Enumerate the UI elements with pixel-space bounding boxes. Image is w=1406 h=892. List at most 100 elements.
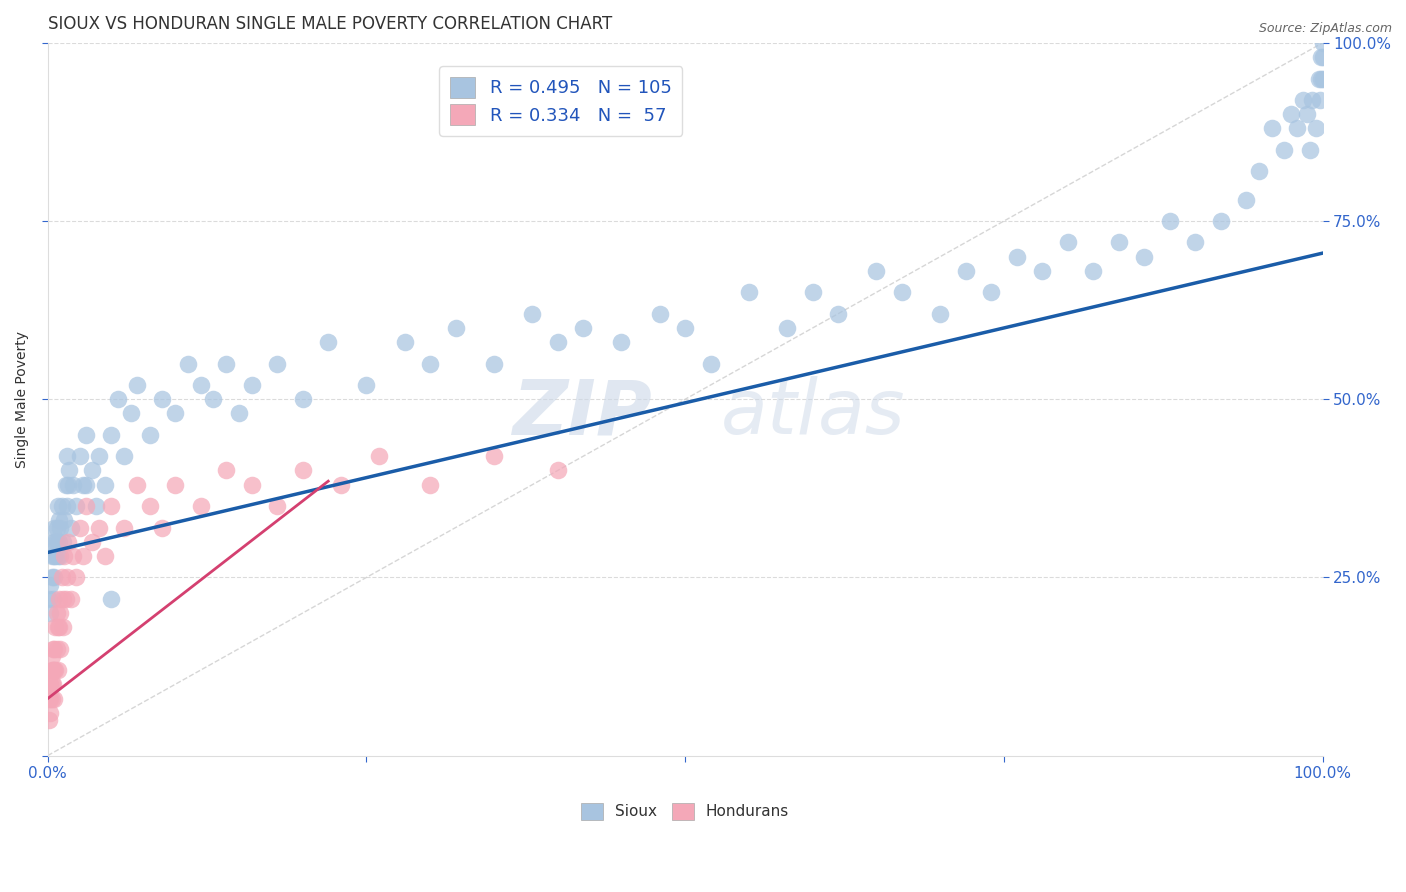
- Point: [48, 534, 70, 549]
- Point: [202, 392, 225, 407]
- Point: [51, 499, 73, 513]
- Point: [82, 534, 104, 549]
- Point: [42, 641, 65, 656]
- Point: [39, 706, 62, 720]
- Point: [46, 549, 69, 563]
- Point: [1309, 93, 1331, 107]
- Point: [38, 691, 60, 706]
- Point: [41, 648, 63, 663]
- Point: [419, 357, 441, 371]
- Point: [72, 477, 94, 491]
- Point: [48, 513, 70, 527]
- Point: [152, 392, 174, 407]
- Point: [49, 549, 72, 563]
- Point: [890, 285, 912, 300]
- Point: [929, 307, 952, 321]
- Point: [291, 463, 314, 477]
- Point: [41, 691, 63, 706]
- Point: [38, 713, 60, 727]
- Point: [1308, 71, 1330, 86]
- Point: [69, 520, 91, 534]
- Point: [240, 477, 263, 491]
- Point: [45, 534, 67, 549]
- Point: [572, 321, 595, 335]
- Point: [1299, 143, 1322, 157]
- Point: [1301, 93, 1323, 107]
- Point: [42, 691, 65, 706]
- Point: [482, 357, 505, 371]
- Point: [94, 549, 117, 563]
- Point: [1312, 36, 1334, 50]
- Point: [215, 357, 238, 371]
- Point: [330, 477, 353, 491]
- Point: [55, 591, 77, 606]
- Point: [100, 428, 122, 442]
- Point: [42, 641, 65, 656]
- Point: [699, 357, 721, 371]
- Point: [1305, 121, 1327, 136]
- Point: [316, 335, 339, 350]
- Point: [42, 663, 65, 677]
- Text: SIOUX VS HONDURAN SINGLE MALE POVERTY CORRELATION CHART: SIOUX VS HONDURAN SINGLE MALE POVERTY CO…: [48, 15, 612, 33]
- Legend: Sioux, Hondurans: Sioux, Hondurans: [575, 797, 796, 826]
- Point: [1312, 50, 1334, 64]
- Point: [610, 335, 633, 350]
- Point: [215, 463, 238, 477]
- Point: [980, 285, 1002, 300]
- Point: [827, 307, 849, 321]
- Point: [65, 570, 87, 584]
- Point: [107, 392, 129, 407]
- Point: [42, 663, 65, 677]
- Point: [1133, 250, 1156, 264]
- Point: [48, 591, 70, 606]
- Text: atlas: atlas: [720, 376, 905, 450]
- Point: [41, 663, 63, 677]
- Point: [75, 428, 97, 442]
- Point: [266, 357, 288, 371]
- Point: [1296, 107, 1319, 121]
- Point: [125, 378, 148, 392]
- Point: [356, 378, 378, 392]
- Point: [45, 606, 67, 620]
- Point: [120, 407, 142, 421]
- Point: [44, 534, 66, 549]
- Point: [52, 591, 75, 606]
- Point: [1081, 264, 1104, 278]
- Point: [44, 549, 66, 563]
- Point: [1184, 235, 1206, 250]
- Y-axis label: Single Male Poverty: Single Male Poverty: [15, 331, 30, 467]
- Point: [58, 463, 80, 477]
- Point: [1031, 264, 1053, 278]
- Point: [177, 357, 200, 371]
- Point: [39, 577, 62, 591]
- Point: [48, 620, 70, 634]
- Point: [1286, 121, 1309, 136]
- Point: [240, 378, 263, 392]
- Point: [42, 520, 65, 534]
- Point: [41, 570, 63, 584]
- Point: [394, 335, 416, 350]
- Text: ZIP: ZIP: [513, 376, 652, 450]
- Point: [59, 520, 82, 534]
- Point: [51, 570, 73, 584]
- Point: [49, 606, 72, 620]
- Point: [84, 499, 107, 513]
- Point: [1159, 214, 1181, 228]
- Point: [52, 620, 75, 634]
- Point: [1209, 214, 1232, 228]
- Point: [482, 449, 505, 463]
- Point: [190, 378, 212, 392]
- Point: [419, 477, 441, 491]
- Point: [49, 641, 72, 656]
- Point: [112, 520, 135, 534]
- Point: [1247, 164, 1270, 178]
- Point: [39, 606, 62, 620]
- Point: [152, 520, 174, 534]
- Point: [776, 321, 799, 335]
- Point: [59, 591, 82, 606]
- Point: [46, 620, 69, 634]
- Point: [55, 477, 77, 491]
- Point: [94, 477, 117, 491]
- Point: [42, 677, 65, 691]
- Point: [44, 663, 66, 677]
